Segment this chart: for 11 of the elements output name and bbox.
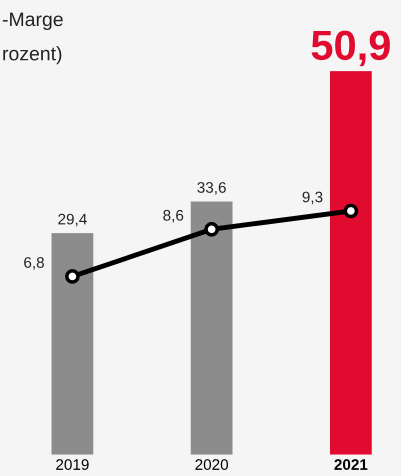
text: -Marge [2, 12, 63, 30]
data-label: 6,8 [24, 257, 44, 270]
data-label: 33,6 [197, 182, 226, 195]
data-label: 29,4 [58, 214, 87, 226]
x-tick-label: 2020 [195, 459, 228, 470]
data-label: 50,9 [312, 30, 390, 66]
x-tick-label: 2021 [334, 459, 368, 470]
data-label: 8,6 [163, 210, 184, 223]
data-label: 9,3 [302, 192, 322, 204]
text: rozent) [3, 46, 62, 64]
x-tick-label: 2019 [56, 459, 89, 470]
